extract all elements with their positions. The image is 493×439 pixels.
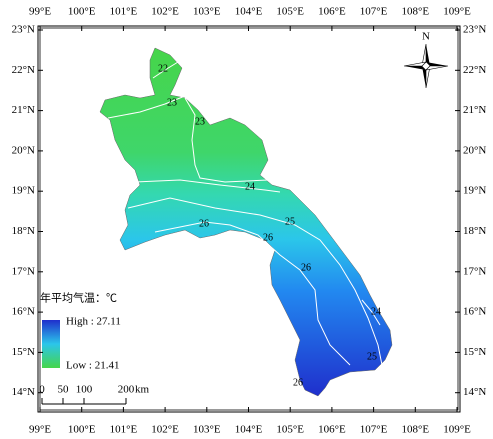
lat-label: 16°N — [12, 306, 35, 318]
legend-high: High : 27.11 — [66, 316, 121, 328]
lat-label: 17°N — [12, 265, 35, 277]
lat-label: 18°N — [12, 225, 35, 237]
contour-line — [107, 95, 186, 119]
lat-label: 15°N — [463, 346, 486, 358]
contour-label: 24 — [371, 306, 381, 317]
contour-label: 25 — [367, 351, 377, 362]
contour-label: 25 — [285, 216, 295, 227]
lat-label: 14°N — [463, 386, 486, 398]
lat-label: 20°N — [463, 144, 486, 156]
lon-label: 100°E — [68, 6, 96, 18]
lat-label: 22°N — [463, 64, 486, 76]
north-label: N — [422, 31, 430, 43]
contour-label: 22 — [158, 63, 168, 74]
lon-label: 102°E — [151, 6, 179, 18]
lon-label: 102°E — [151, 424, 179, 436]
lon-label: 101°E — [110, 424, 138, 436]
lat-label: 19°N — [463, 185, 486, 197]
lon-label: 101°E — [110, 6, 138, 18]
contour-label: 24 — [245, 181, 255, 192]
legend-title: 年平均气温：℃ — [40, 291, 117, 305]
lon-label: 107°E — [360, 6, 388, 18]
north-arrow — [403, 43, 449, 89]
scale-label: 50 — [58, 384, 70, 396]
lon-label: 99°E — [29, 424, 51, 436]
contour-label: 23 — [195, 116, 205, 127]
contour-lines — [107, 61, 383, 366]
lat-label: 21°N — [12, 104, 35, 116]
lon-label: 109°E — [443, 424, 471, 436]
scale-label: 0 — [39, 384, 45, 396]
legend-ramp — [42, 320, 60, 368]
contour-line — [184, 97, 269, 183]
lat-label: 20°N — [12, 144, 35, 156]
lat-label: 15°N — [12, 346, 35, 358]
lon-label: 107°E — [360, 424, 388, 436]
lat-label: 16°N — [463, 306, 486, 318]
contour-line — [361, 299, 381, 326]
legend-low: Low : 21.41 — [66, 360, 119, 372]
lon-label: 108°E — [401, 6, 429, 18]
scale-label: 100 — [76, 384, 93, 396]
lat-label: 22°N — [12, 64, 35, 76]
lon-label: 106°E — [318, 6, 346, 18]
lon-label: 103°E — [193, 424, 221, 436]
lon-label: 104°E — [235, 6, 263, 18]
lon-label: 99°E — [29, 6, 51, 18]
contour-label: 26 — [199, 218, 209, 229]
lon-label: 103°E — [193, 6, 221, 18]
contour-line — [127, 197, 383, 366]
contour-line — [154, 221, 351, 366]
contour-label: 23 — [167, 97, 177, 108]
contour-label: 26 — [301, 262, 311, 273]
scale-unit: km — [135, 384, 150, 396]
lon-label: 108°E — [401, 424, 429, 436]
lat-label: 17°N — [463, 265, 486, 277]
lon-label: 100°E — [68, 424, 96, 436]
lon-label: 105°E — [276, 6, 304, 18]
country-shape — [99, 47, 393, 397]
lat-label: 23°N — [12, 24, 35, 36]
contour-label: 26 — [263, 232, 273, 243]
contour-line — [134, 179, 281, 193]
lon-label: 109°E — [443, 6, 471, 18]
lat-label: 19°N — [12, 185, 35, 197]
contour-label: 26 — [293, 377, 303, 388]
lat-label: 21°N — [463, 104, 486, 116]
lat-label: 23°N — [463, 24, 486, 36]
lon-label: 105°E — [276, 424, 304, 436]
lat-label: 14°N — [12, 386, 35, 398]
scale-label: 200 — [118, 384, 135, 396]
lat-label: 18°N — [463, 225, 486, 237]
contour-line — [152, 61, 179, 79]
lon-label: 106°E — [318, 424, 346, 436]
lon-label: 104°E — [235, 424, 263, 436]
